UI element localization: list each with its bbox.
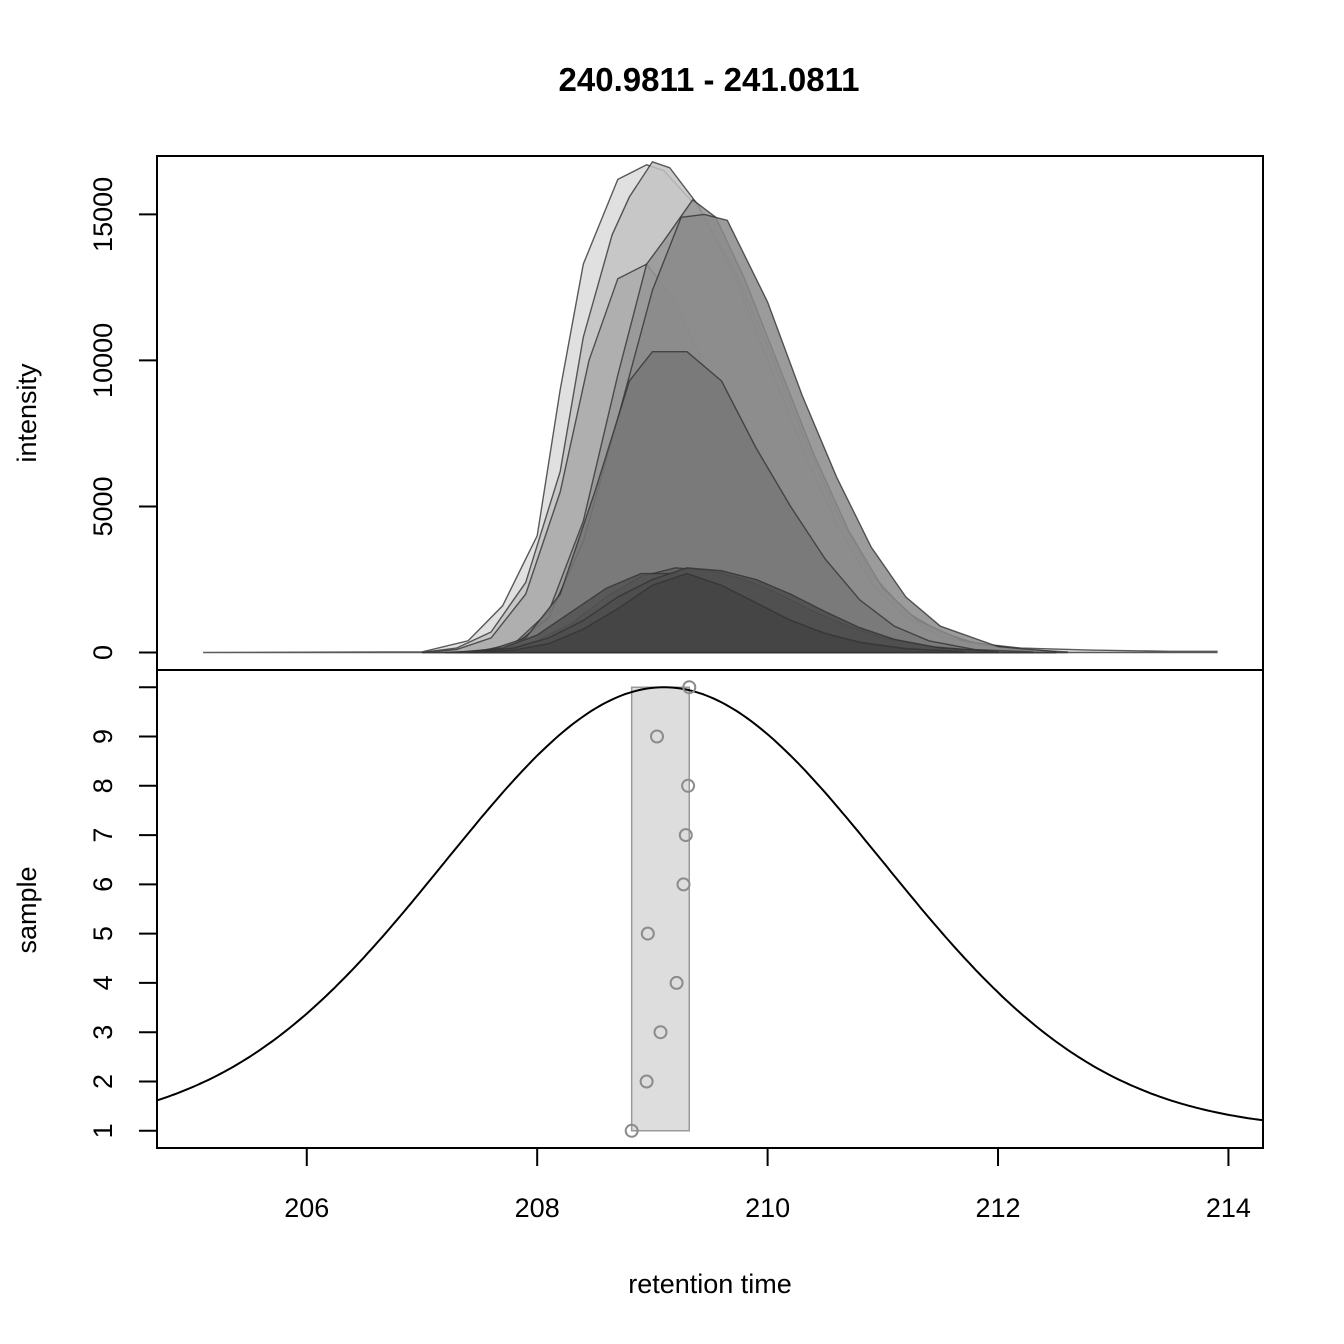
sample-tick-label: 3 bbox=[88, 1025, 118, 1040]
retention-time-tick-label: 208 bbox=[515, 1193, 560, 1223]
chart-title: 240.9811 - 241.0811 bbox=[559, 61, 860, 98]
retention-time-tick-label: 210 bbox=[745, 1193, 790, 1223]
sample-point bbox=[678, 828, 693, 843]
sample-tick-label: 9 bbox=[88, 729, 118, 744]
sample-tick-label: 1 bbox=[88, 1123, 118, 1138]
intensity-tick-label: 15000 bbox=[88, 177, 118, 252]
sample-tick-label: 7 bbox=[88, 828, 118, 843]
sample-tick-label: 5 bbox=[88, 926, 118, 941]
retention-time-x-axis: 206 208 210 212 214 bbox=[284, 1148, 1251, 1223]
sample-point bbox=[653, 1025, 668, 1040]
sample-tick-label: 8 bbox=[88, 778, 118, 793]
sample-tick-label: 2 bbox=[88, 1074, 118, 1089]
intensity-tick-label: 10000 bbox=[88, 323, 118, 398]
retention-time-axis-label: retention time bbox=[628, 1269, 792, 1299]
chromatogram-series-group bbox=[203, 160, 1218, 654]
sample-panel: 1 2 3 4 5 6 7 8 9 206 208 210 212 214 sample retenti… bbox=[12, 669, 1264, 1299]
intensity-tick-label: 0 bbox=[88, 645, 118, 660]
retention-time-tick-label: 212 bbox=[975, 1193, 1020, 1223]
sample-point bbox=[639, 1074, 654, 1089]
intensity-panel: 0 5000 10000 15000 intensity bbox=[12, 155, 1264, 671]
sample-point bbox=[676, 877, 691, 892]
density-curve bbox=[156, 686, 1264, 1122]
sample-point bbox=[624, 1123, 639, 1138]
intensity-axis-label: intensity bbox=[12, 363, 42, 463]
sample-points-group bbox=[624, 680, 697, 1138]
sample-axis-label: sample bbox=[12, 866, 42, 953]
sample-y-axis: 1 2 3 4 5 6 7 8 9 bbox=[88, 686, 157, 1138]
sample-panel-frame bbox=[156, 669, 1264, 1149]
sample-tick-label: 6 bbox=[88, 877, 118, 892]
retention-time-band bbox=[630, 686, 691, 1132]
sample-point bbox=[682, 680, 697, 695]
sample-point bbox=[681, 778, 696, 793]
intensity-y-axis: 0 5000 10000 15000 bbox=[88, 177, 157, 660]
retention-time-tick-label: 206 bbox=[284, 1193, 329, 1223]
sample-tick-label: 4 bbox=[88, 975, 118, 990]
sample-point bbox=[640, 926, 655, 941]
retention-time-tick-label: 214 bbox=[1206, 1193, 1251, 1223]
sample-point bbox=[650, 729, 664, 744]
chromatogram-series-10 bbox=[468, 572, 965, 654]
intensity-tick-label: 5000 bbox=[88, 476, 118, 536]
sample-point bbox=[669, 975, 684, 990]
